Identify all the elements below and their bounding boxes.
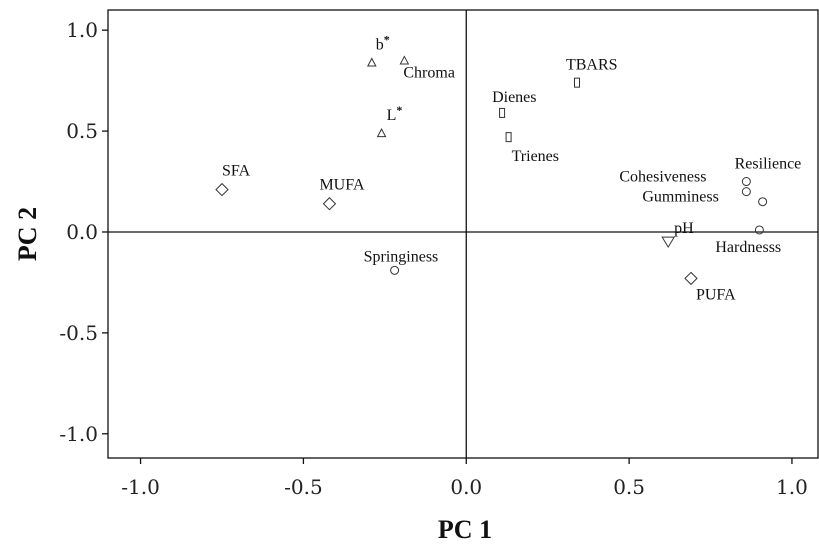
point-marker-springiness — [390, 265, 400, 275]
point-label-chroma: Chroma — [403, 64, 455, 81]
x-tick-label: -0.5 — [284, 475, 323, 499]
point-label-text: Trienes — [512, 148, 559, 165]
point-label-text: Hardnesss — [715, 239, 781, 256]
y-tick-label: -0.5 — [59, 321, 98, 345]
x-tick-label: 1.0 — [776, 475, 808, 499]
point-label-b: b* — [376, 32, 390, 53]
point-label-text: Gumminess — [642, 189, 718, 206]
point-label-text: pH — [674, 220, 694, 237]
point-marker-chroma — [399, 55, 410, 65]
point-marker-l — [376, 128, 387, 138]
point-marker-cohesiveness — [741, 177, 751, 187]
point-label-dienes: Dienes — [492, 89, 536, 106]
point-label-ph: pH — [674, 220, 694, 237]
point-label-text: Resilience — [735, 156, 802, 173]
point-label-text: Chroma — [403, 64, 455, 81]
point-marker-b — [366, 57, 377, 67]
point-marker-ph — [661, 236, 676, 249]
point-marker-sfa — [215, 182, 229, 197]
point-label-superscript: * — [384, 32, 390, 46]
point-marker-pufa — [684, 271, 698, 286]
point-label-text: Springiness — [364, 248, 439, 265]
point-label-text: Cohesiveness — [619, 169, 706, 186]
plot-frame — [107, 9, 819, 459]
y-tick-label: 1.0 — [66, 18, 98, 42]
y-tick-label: -1.0 — [59, 422, 98, 446]
point-label-springiness: Springiness — [364, 248, 439, 265]
point-label-resilience: Resilience — [735, 156, 802, 173]
point-label-sfa: SFA — [222, 163, 251, 180]
point-marker-mufa — [322, 197, 337, 211]
point-marker-tbars — [573, 77, 580, 88]
point-label-text: SFA — [222, 163, 251, 180]
point-label-text: Dienes — [492, 89, 536, 106]
x-tick-label: -1.0 — [121, 475, 160, 499]
point-marker-dienes — [499, 107, 506, 118]
plot-area: -1.0 -0.5 0.0 0.5 1.0 1.0 0.5 0.0 -0.5 -1.0 PC 1 PC… — [13, 9, 819, 544]
point-label-tbars: TBARS — [566, 57, 618, 74]
point-label-hardnesss: Hardnesss — [715, 239, 781, 256]
point-marker-hardnesss — [754, 225, 764, 235]
point-label-gumminess: Gumminess — [642, 189, 718, 206]
point-label-text: TBARS — [566, 57, 618, 74]
point-label-text: PUFA — [696, 286, 736, 303]
y-tick-label: 0.0 — [66, 220, 98, 244]
point-label-superscript: * — [396, 103, 402, 117]
y-tick-label: 0.5 — [66, 119, 98, 143]
point-marker-trienes — [505, 132, 512, 143]
point-label-l: L* — [387, 103, 403, 124]
point-marker-resilience — [758, 197, 768, 207]
point-label-pufa: PUFA — [696, 286, 736, 303]
y-axis-label: PC 2 — [13, 207, 42, 261]
point-label-text: b — [376, 36, 384, 53]
x-tick-label: 0.0 — [450, 475, 482, 499]
x-tick-label: 0.5 — [613, 475, 645, 499]
point-label-text: MUFA — [319, 177, 364, 194]
x-axis-label: PC 1 — [438, 515, 492, 544]
point-label-trienes: Trienes — [512, 148, 559, 165]
point-label-cohesiveness: Cohesiveness — [619, 169, 706, 186]
point-label-mufa: MUFA — [319, 177, 364, 194]
point-label-text: L — [387, 107, 397, 124]
point-marker-gumminess — [741, 187, 751, 197]
